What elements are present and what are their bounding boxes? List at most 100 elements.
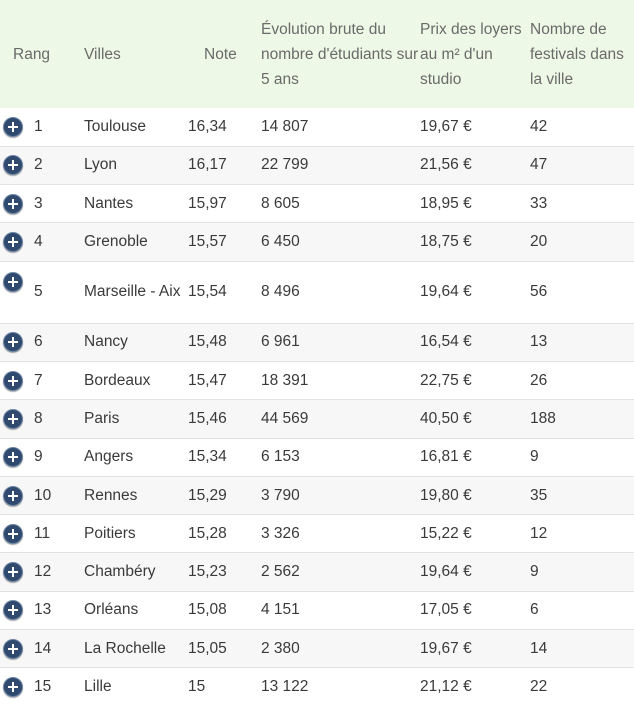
cell-ville: Lyon <box>84 156 118 174</box>
cell-note: 15,08 <box>188 601 227 619</box>
cell-festivals: 14 <box>530 639 548 657</box>
cell-evolution: 8 605 <box>261 194 300 212</box>
cell-rang: 6 <box>0 323 80 361</box>
cell-prix: 18,95 € <box>420 194 472 212</box>
cell-evolution: 14 807 <box>261 117 309 135</box>
cell-prix: 15,22 € <box>420 524 472 542</box>
cell-prix: 17,05 € <box>420 601 472 619</box>
cell-note: 15,47 <box>188 371 227 389</box>
plus-circle-icon[interactable] <box>3 638 23 659</box>
cell-evolution: 8 496 <box>261 283 300 301</box>
table-row: 5 Marseille - Aix 15,54 8 496 19,64 € 56 <box>0 261 634 324</box>
table-row: 4 Grenoble 15,57 6 450 18,75 € 20 <box>0 222 634 262</box>
cell-ville: Nancy <box>84 333 128 351</box>
cell-note: 16,17 <box>188 156 227 174</box>
rang-value: 7 <box>34 371 43 389</box>
table-row: 15 Lille 15 13 122 21,12 € 22 <box>0 668 634 706</box>
cell-prix: 22,75 € <box>420 371 472 389</box>
cell-prix: 18,75 € <box>420 233 472 251</box>
plus-circle-icon[interactable] <box>3 485 23 506</box>
plus-circle-icon[interactable] <box>3 408 23 429</box>
cell-festivals: 35 <box>530 486 548 504</box>
header-prix[interactable]: Prix des loyers au m² d'un studio <box>420 20 522 88</box>
rang-value: 2 <box>34 156 43 174</box>
plus-circle-icon[interactable] <box>3 232 23 253</box>
cell-ville: Rennes <box>84 486 138 504</box>
cell-ville: Poitiers <box>84 524 136 542</box>
cell-ville: Grenoble <box>84 233 148 251</box>
plus-circle-icon[interactable] <box>3 600 23 621</box>
cell-rang: 2 <box>0 146 80 184</box>
cell-festivals: 22 <box>530 678 548 696</box>
cell-prix: 19,80 € <box>420 486 472 504</box>
cell-note: 15,05 <box>188 639 227 657</box>
table-row: 9 Angers 15,34 6 153 16,81 € 9 <box>0 438 634 477</box>
cell-festivals: 20 <box>530 233 548 251</box>
cell-festivals: 42 <box>530 117 548 135</box>
table-row: 12 Chambéry 15,23 2 562 19,64 € 9 <box>0 552 634 592</box>
plus-circle-icon[interactable] <box>3 677 23 698</box>
plus-circle-icon[interactable] <box>3 523 23 544</box>
cell-festivals: 33 <box>530 194 548 212</box>
cell-rang: 15 <box>0 668 80 706</box>
cell-note: 15,54 <box>188 283 227 301</box>
cell-festivals: 9 <box>530 448 539 466</box>
header-row: Rang Villes Note Évolution brute du nomb… <box>0 0 634 108</box>
header-festivals[interactable]: Nombre de festivals dans la ville <box>530 20 624 88</box>
cell-rang: 1 <box>0 108 80 146</box>
cell-festivals: 9 <box>530 563 539 581</box>
plus-circle-icon[interactable] <box>3 271 23 292</box>
cell-note: 15,46 <box>188 409 227 427</box>
rang-value: 6 <box>34 333 43 351</box>
rang-value: 9 <box>34 448 43 466</box>
cell-prix: 19,67 € <box>420 639 472 657</box>
table-row: 11 Poitiers 15,28 3 326 15,22 € 12 <box>0 515 634 553</box>
plus-circle-icon[interactable] <box>3 447 23 468</box>
plus-circle-icon[interactable] <box>3 193 23 214</box>
header-villes[interactable]: Villes <box>84 45 121 63</box>
cell-note: 15 <box>188 678 206 696</box>
cell-evolution: 6 961 <box>261 333 300 351</box>
cell-rang: 14 <box>0 630 80 668</box>
plus-circle-icon[interactable] <box>3 116 23 137</box>
cell-prix: 16,54 € <box>420 333 472 351</box>
cell-evolution: 4 151 <box>261 601 300 619</box>
cell-note: 15,23 <box>188 563 227 581</box>
cell-evolution: 18 391 <box>261 371 309 389</box>
cell-ville: Angers <box>84 448 134 466</box>
cell-prix: 21,56 € <box>420 156 472 174</box>
header-evolution[interactable]: Évolution brute du nombre d'étudiants su… <box>261 20 419 88</box>
plus-circle-icon[interactable] <box>3 155 23 176</box>
cell-evolution: 6 153 <box>261 448 300 466</box>
plus-circle-icon[interactable] <box>3 332 23 353</box>
table-row: 2 Lyon 16,17 22 799 21,56 € 47 <box>0 146 634 185</box>
plus-circle-icon[interactable] <box>3 562 23 583</box>
rang-value: 1 <box>34 117 43 135</box>
cell-festivals: 13 <box>530 333 548 351</box>
cell-ville: Paris <box>84 409 120 427</box>
rang-value: 8 <box>34 409 43 427</box>
cell-prix: 19,64 € <box>420 563 472 581</box>
cell-evolution: 22 799 <box>261 156 309 174</box>
rang-value: 10 <box>34 486 52 504</box>
cell-note: 15,34 <box>188 448 227 466</box>
header-rang[interactable]: Rang <box>13 45 51 63</box>
header-note[interactable]: Note <box>204 45 237 63</box>
rang-value: 14 <box>34 639 52 657</box>
rang-value: 5 <box>34 283 43 301</box>
cell-note: 15,48 <box>188 333 227 351</box>
table-row: 13 Orléans 15,08 4 151 17,05 € 6 <box>0 591 634 630</box>
plus-circle-icon[interactable] <box>3 370 23 391</box>
cell-prix: 16,81 € <box>420 448 472 466</box>
cell-ville: Nantes <box>84 194 134 212</box>
cell-rang: 11 <box>0 515 80 553</box>
cell-ville: La Rochelle <box>84 639 166 657</box>
table-row: 1 Toulouse 16,34 14 807 19,67 € 42 <box>0 108 634 147</box>
cell-note: 15,57 <box>188 233 227 251</box>
cell-rang: 7 <box>0 361 80 399</box>
cell-evolution: 44 569 <box>261 409 309 427</box>
table-row: 8 Paris 15,46 44 569 40,50 € 188 <box>0 399 634 439</box>
rang-value: 4 <box>34 233 43 251</box>
cell-ville: Toulouse <box>84 117 147 135</box>
